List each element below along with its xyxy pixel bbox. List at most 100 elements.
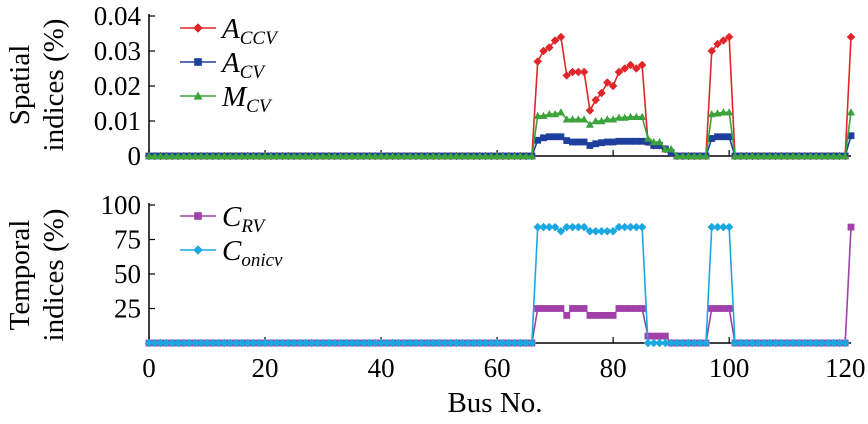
data-point-M_CV xyxy=(174,152,183,160)
data-point-A_CV xyxy=(598,139,605,147)
legend-label: Conicv xyxy=(222,235,283,271)
data-point-C_onicv xyxy=(573,222,583,232)
data-point-A_CCV xyxy=(591,95,601,105)
data-point-C_RV xyxy=(638,305,646,312)
data-point-A_CV xyxy=(534,136,542,144)
data-point-M_CV xyxy=(145,152,153,160)
data-point-M_CV xyxy=(748,152,757,160)
x-tick-label: 60 xyxy=(484,353,511,383)
data-point-C_onicv xyxy=(498,338,508,348)
data-point-C_onicv xyxy=(748,338,757,348)
data-point-A_CCV xyxy=(562,71,572,80)
data-point-A_CV xyxy=(615,137,623,145)
legend-marker xyxy=(193,245,203,255)
data-point-A_CV xyxy=(847,132,855,140)
data-point-M_CV xyxy=(562,115,571,123)
data-point-C_onicv xyxy=(353,338,363,348)
data-point-C_RV xyxy=(534,305,542,312)
data-point-C_onicv xyxy=(289,338,299,348)
series-line-C_onicv xyxy=(149,226,846,344)
data-point-C_RV xyxy=(580,305,588,312)
data-point-C_RV xyxy=(574,305,582,312)
data-point-M_CV xyxy=(516,152,525,160)
data-point-C_onicv xyxy=(666,338,676,348)
data-point-C_onicv xyxy=(631,222,641,232)
data-point-C_onicv xyxy=(214,338,223,348)
data-point-C_onicv xyxy=(307,338,316,348)
data-point-C_RV xyxy=(656,332,663,340)
data-point-M_CV xyxy=(307,152,316,160)
data-point-M_CV xyxy=(388,152,397,160)
data-point-M_CV xyxy=(527,152,536,160)
data-point-C_onicv xyxy=(463,338,473,348)
data-point-A_CCV xyxy=(608,81,618,91)
data-point-C_onicv xyxy=(521,338,531,348)
data-point-M_CV xyxy=(168,152,177,160)
data-point-C_onicv xyxy=(655,338,664,348)
data-point-M_CV xyxy=(295,152,304,160)
data-point-C_onicv xyxy=(341,338,351,348)
data-point-C_onicv xyxy=(672,338,682,348)
data-point-C_onicv xyxy=(724,222,734,232)
data-point-A_CV xyxy=(627,137,634,145)
data-point-C_onicv xyxy=(811,338,821,348)
data-point-C_onicv xyxy=(788,338,798,348)
data-point-M_CV xyxy=(481,152,490,160)
data-point-M_CV xyxy=(261,152,270,160)
data-point-M_CV xyxy=(585,120,594,128)
data-point-M_CV xyxy=(498,152,507,160)
data-point-M_CV xyxy=(475,152,484,160)
data-point-M_CV xyxy=(156,152,165,160)
data-point-C_onicv xyxy=(266,338,276,348)
data-point-C_onicv xyxy=(347,338,357,348)
y-tick-label: 0.04 xyxy=(94,1,142,31)
x-tick-label: 100 xyxy=(709,353,750,383)
data-point-C_onicv xyxy=(417,338,427,348)
data-point-C_onicv xyxy=(388,338,398,348)
bottom-ylabel-line2: indices (%) xyxy=(38,209,70,342)
data-point-C_onicv xyxy=(144,338,154,348)
data-point-M_CV xyxy=(777,152,786,160)
data-point-C_onicv xyxy=(173,338,183,348)
data-point-C_onicv xyxy=(452,338,461,348)
data-point-M_CV xyxy=(284,152,293,160)
data-point-C_RV xyxy=(569,305,576,312)
data-point-M_CV xyxy=(382,152,391,160)
data-point-M_CV xyxy=(574,115,583,123)
data-point-M_CV xyxy=(510,152,519,160)
data-point-A_CV xyxy=(656,142,663,149)
series-line-M_CV xyxy=(149,111,852,157)
x-tick-label: 120 xyxy=(825,353,866,383)
data-point-M_CV xyxy=(336,152,345,160)
data-point-A_CV xyxy=(574,138,582,146)
data-point-C_onicv xyxy=(399,338,409,348)
data-point-M_CV xyxy=(806,152,815,160)
data-point-A_CV xyxy=(580,138,588,146)
data-point-C_onicv xyxy=(539,222,548,232)
data-point-M_CV xyxy=(342,152,351,160)
x-tick-label: 40 xyxy=(368,353,395,383)
data-point-A_CV xyxy=(592,140,600,148)
data-point-C_onicv xyxy=(823,338,833,348)
data-point-C_onicv xyxy=(719,222,728,232)
data-point-A_CV xyxy=(714,133,721,141)
data-point-M_CV xyxy=(771,152,780,160)
data-point-C_onicv xyxy=(365,338,374,348)
data-point-M_CV xyxy=(580,115,589,123)
data-point-A_CV xyxy=(621,137,629,145)
data-point-C_onicv xyxy=(185,338,194,348)
data-point-C_onicv xyxy=(626,222,635,232)
data-point-C_onicv xyxy=(237,338,247,348)
data-point-M_CV xyxy=(220,152,229,160)
data-point-M_CV xyxy=(690,152,699,160)
data-point-C_onicv xyxy=(794,338,804,348)
data-point-A_CV xyxy=(667,149,675,156)
data-point-C_onicv xyxy=(782,338,792,348)
data-point-M_CV xyxy=(458,152,467,160)
data-point-M_CV xyxy=(406,152,415,160)
data-point-M_CV xyxy=(452,152,461,160)
data-point-M_CV xyxy=(400,152,409,160)
data-point-M_CV xyxy=(440,152,449,160)
data-point-C_onicv xyxy=(254,338,264,348)
